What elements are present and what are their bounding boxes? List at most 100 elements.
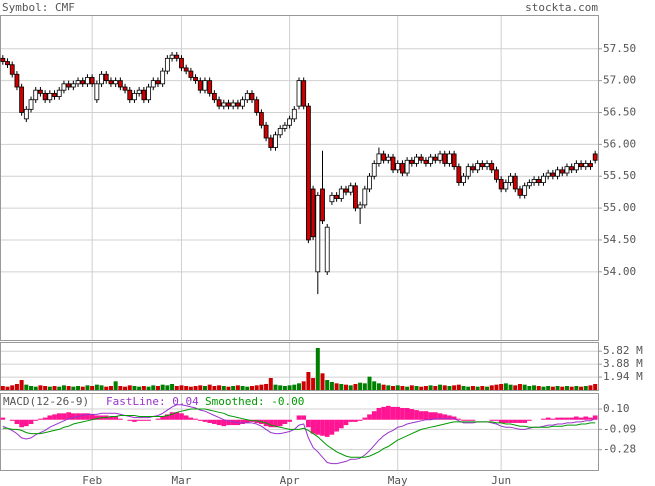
macd-histogram [320, 419, 325, 436]
volume-bar [282, 386, 287, 390]
volume-bar [249, 386, 254, 390]
candle-body [320, 188, 325, 222]
macd-histogram [136, 419, 142, 421]
volume-bar [118, 386, 123, 390]
macd-histogram [423, 411, 429, 420]
volume-bar [212, 386, 217, 390]
macd-histogram [362, 417, 368, 420]
macd-histogram [28, 419, 34, 425]
macd-title: MACD(12-26-9) [3, 395, 89, 408]
volume-bar [240, 386, 245, 390]
candle-body [211, 92, 217, 101]
candle-body [376, 153, 382, 164]
volume-bar [311, 378, 316, 390]
macd-histogram [517, 419, 523, 423]
macd-histogram [207, 419, 213, 423]
candle-body [226, 102, 231, 107]
candle-body [541, 175, 546, 183]
candle-body [447, 153, 452, 164]
candle-body [432, 156, 438, 161]
volume-bar [108, 386, 113, 390]
volume-bar [466, 386, 471, 390]
candle-body [583, 163, 589, 168]
macd-histogram [9, 419, 15, 421]
volume-bar [71, 386, 76, 390]
volume-bar [226, 386, 231, 390]
volume-bar [160, 384, 165, 390]
macd-histogram [588, 417, 593, 420]
volume-bar [517, 384, 522, 390]
candle-body [503, 182, 509, 190]
candle-body [85, 77, 90, 85]
macd-histogram [33, 419, 39, 421]
volume-bar [315, 348, 320, 390]
volume-bar [179, 385, 184, 390]
candle-body [536, 179, 542, 183]
volume-bar [376, 383, 381, 390]
volume-bar [202, 386, 207, 390]
candle-body [14, 73, 20, 88]
x-tick-label: Jun [491, 474, 511, 486]
volume-bar [198, 385, 203, 390]
candle-body [367, 175, 372, 190]
volume-bar [527, 386, 532, 390]
candle-body [113, 80, 119, 85]
candle-body [70, 83, 76, 88]
candle-body [357, 204, 363, 209]
macd-histogram [315, 419, 321, 435]
volume-bar [47, 386, 52, 390]
volume-bar [395, 385, 400, 390]
candle-body [263, 124, 269, 139]
macd-histogram [381, 406, 386, 420]
volume-bar [447, 386, 452, 390]
volume-bar [489, 385, 494, 390]
candle-body [404, 159, 410, 174]
macd-histogram [254, 419, 260, 423]
y-tick-label: 5.82 M [603, 344, 643, 357]
symbol: Symbol: CMF [2, 1, 75, 14]
candle-body [254, 99, 260, 113]
volume-bar [414, 386, 419, 390]
macd-histogram [56, 413, 62, 420]
macd-histogram [183, 415, 189, 420]
volume-bar [0, 386, 5, 390]
candle-body [277, 128, 283, 136]
macd-histogram [38, 418, 43, 420]
volume-bar [104, 386, 109, 390]
candle-body [52, 92, 57, 97]
macd-histogram [296, 415, 302, 420]
candle-body [136, 89, 142, 94]
candle-body [400, 163, 405, 174]
candle-body [141, 89, 147, 101]
volume-bar [19, 380, 24, 390]
macd-histogram [338, 419, 344, 429]
volume-bar [546, 386, 551, 390]
candle-body [418, 156, 424, 161]
x-tick-label: Apr [280, 474, 300, 486]
volume-bar [588, 385, 593, 390]
volume-bar [574, 386, 579, 390]
candle-body [47, 92, 53, 101]
volume-bar [564, 386, 569, 390]
macd-histogram [498, 419, 504, 423]
candle-body [108, 80, 114, 85]
candle-body [353, 185, 358, 209]
candle-body [296, 80, 302, 107]
x-tick-label: Feb [82, 474, 102, 486]
macd-histogram [42, 417, 48, 420]
macd-histogram [367, 414, 372, 420]
candle-body [334, 194, 340, 199]
candle-body [207, 80, 213, 94]
macd-histogram [353, 419, 358, 422]
volume-bar [57, 386, 62, 390]
volume-bar [320, 373, 325, 390]
candle-body [193, 77, 198, 82]
volume-bar [29, 386, 34, 390]
volume-bar [593, 384, 598, 390]
legend-smoothed: Smoothed: -0.00 [205, 395, 304, 408]
volume-bar [231, 386, 236, 390]
candle-body [160, 70, 166, 85]
candle-body [132, 92, 137, 101]
candle-body [244, 92, 250, 101]
